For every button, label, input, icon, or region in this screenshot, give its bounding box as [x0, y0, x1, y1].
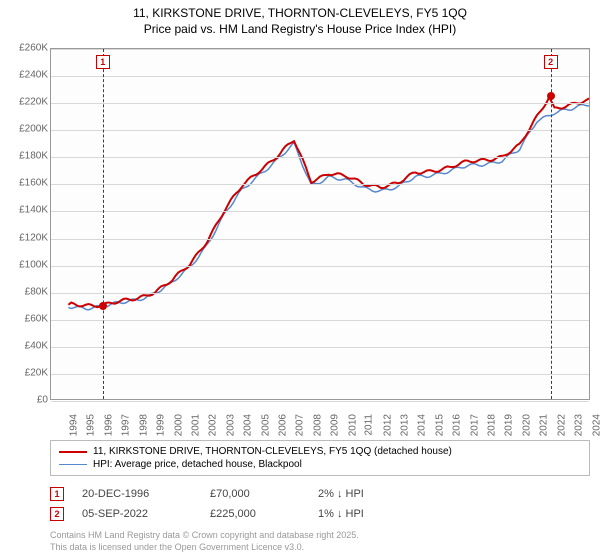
y-axis-label: £80K	[4, 286, 48, 297]
chart-title-block: 11, KIRKSTONE DRIVE, THORNTON-CLEVELEYS,…	[0, 0, 600, 39]
gridline-h	[51, 49, 589, 50]
x-axis-label: 1999	[155, 414, 166, 436]
gridline-h	[51, 401, 589, 402]
credit-line-1: Contains HM Land Registry data © Crown c…	[50, 530, 590, 542]
gridline-h	[51, 211, 589, 212]
transaction-row: 1 20-DEC-1996 £70,000 2% ↓ HPI	[50, 484, 590, 504]
legend-label-property: 11, KIRKSTONE DRIVE, THORNTON-CLEVELEYS,…	[93, 446, 452, 457]
transaction-price: £225,000	[210, 508, 300, 520]
x-axis-label: 2000	[173, 414, 184, 436]
gridline-h	[51, 374, 589, 375]
marker-line	[551, 49, 552, 399]
series-line-property	[68, 97, 589, 307]
gridline-h	[51, 130, 589, 131]
x-axis-label: 2018	[486, 414, 497, 436]
transaction-date: 05-SEP-2022	[82, 508, 192, 520]
gridline-h	[51, 266, 589, 267]
transaction-rows: 1 20-DEC-1996 £70,000 2% ↓ HPI 2 05-SEP-2022 £…	[50, 484, 590, 524]
marker-dot	[547, 92, 555, 100]
y-axis-label: £220K	[4, 97, 48, 108]
x-axis-label: 2006	[277, 414, 288, 436]
x-axis-label: 2024	[591, 414, 600, 436]
x-axis-label: 2020	[521, 414, 532, 436]
legend-row-property: 11, KIRKSTONE DRIVE, THORNTON-CLEVELEYS,…	[59, 445, 581, 458]
x-axis-label: 2009	[330, 414, 341, 436]
gridline-h	[51, 103, 589, 104]
x-axis-label: 1998	[138, 414, 149, 436]
x-axis-label: 2007	[295, 414, 306, 436]
series-line-hpi	[68, 105, 589, 310]
y-axis-label: £200K	[4, 124, 48, 135]
title-line-2: Price paid vs. HM Land Registry's House …	[0, 22, 600, 38]
x-axis-label: 2011	[364, 414, 375, 436]
transaction-pct: 2% ↓ HPI	[318, 488, 428, 500]
transaction-badge: 1	[50, 487, 64, 501]
x-axis-label: 2003	[225, 414, 236, 436]
x-axis-label: 2019	[504, 414, 515, 436]
y-axis-label: £120K	[4, 232, 48, 243]
x-axis-label: 2004	[242, 414, 253, 436]
x-axis-label: 2023	[573, 414, 584, 436]
gridline-h	[51, 76, 589, 77]
transaction-row: 2 05-SEP-2022 £225,000 1% ↓ HPI	[50, 504, 590, 524]
x-axis-label: 2012	[382, 414, 393, 436]
x-axis-label: 2005	[260, 414, 271, 436]
gridline-h	[51, 157, 589, 158]
x-axis-label: 1996	[103, 414, 114, 436]
credit-line-2: This data is licensed under the Open Gov…	[50, 542, 590, 554]
legend-label-hpi: HPI: Average price, detached house, Blac…	[93, 459, 302, 470]
transaction-date: 20-DEC-1996	[82, 488, 192, 500]
y-axis-label: £40K	[4, 340, 48, 351]
legend-row-hpi: HPI: Average price, detached house, Blac…	[59, 458, 581, 471]
marker-dot	[99, 302, 107, 310]
x-axis-label: 1997	[121, 414, 132, 436]
gridline-h	[51, 320, 589, 321]
x-axis-label: 1995	[86, 414, 97, 436]
y-axis-label: £0	[4, 395, 48, 406]
y-axis-label: £60K	[4, 313, 48, 324]
x-axis-label: 2010	[347, 414, 358, 436]
x-axis-label: 2015	[434, 414, 445, 436]
y-axis-label: £100K	[4, 259, 48, 270]
y-axis-label: £140K	[4, 205, 48, 216]
y-axis-label: £20K	[4, 367, 48, 378]
legend-block: 11, KIRKSTONE DRIVE, THORNTON-CLEVELEYS,…	[50, 440, 590, 553]
x-axis-label: 2013	[399, 414, 410, 436]
x-axis-label: 2016	[451, 414, 462, 436]
chart-plot-area: 12	[50, 48, 590, 400]
marker-line	[103, 49, 104, 399]
x-axis-label: 2001	[190, 414, 201, 436]
gridline-h	[51, 184, 589, 185]
y-axis-label: £160K	[4, 178, 48, 189]
gridline-h	[51, 347, 589, 348]
x-axis-label: 2017	[469, 414, 480, 436]
x-axis-label: 2002	[208, 414, 219, 436]
x-axis-label: 2014	[417, 414, 428, 436]
transaction-pct: 1% ↓ HPI	[318, 508, 428, 520]
marker-badge: 1	[96, 55, 110, 69]
y-axis-label: £180K	[4, 151, 48, 162]
y-axis-label: £240K	[4, 70, 48, 81]
gridline-h	[51, 293, 589, 294]
legend-swatch-property	[59, 451, 87, 453]
x-axis-label: 1994	[68, 414, 79, 436]
legend-box: 11, KIRKSTONE DRIVE, THORNTON-CLEVELEYS,…	[50, 440, 590, 476]
x-axis-label: 2022	[556, 414, 567, 436]
credit-block: Contains HM Land Registry data © Crown c…	[50, 530, 590, 553]
transaction-badge: 2	[50, 507, 64, 521]
title-line-1: 11, KIRKSTONE DRIVE, THORNTON-CLEVELEYS,…	[0, 6, 600, 22]
transaction-price: £70,000	[210, 488, 300, 500]
x-axis-label: 2008	[312, 414, 323, 436]
gridline-h	[51, 239, 589, 240]
marker-badge: 2	[544, 55, 558, 69]
legend-swatch-hpi	[59, 464, 87, 466]
x-axis-label: 2021	[539, 414, 550, 436]
y-axis-label: £260K	[4, 43, 48, 54]
